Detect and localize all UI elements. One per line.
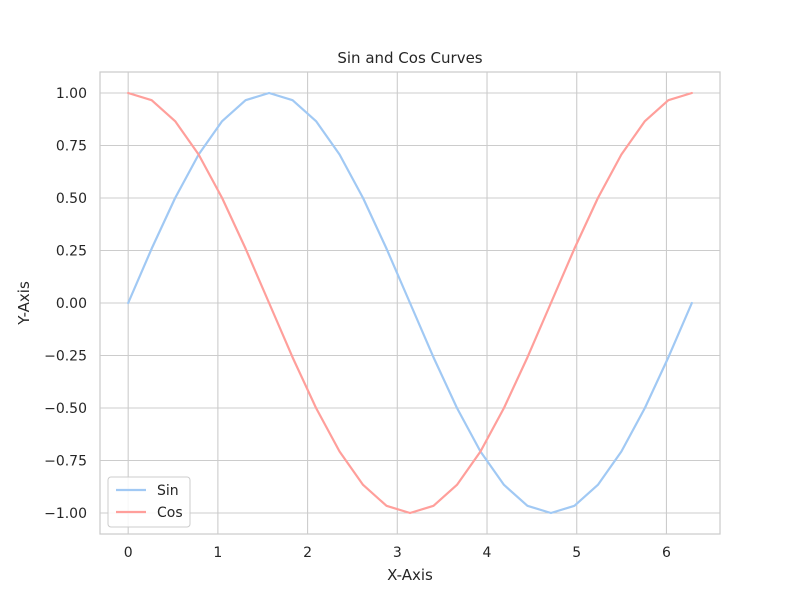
x-tick-label: 6 [662,545,671,561]
y-tick-label: 1.00 [56,86,87,102]
y-tick-label: 0.50 [56,191,87,207]
y-tick-label: 0.00 [56,296,87,312]
y-axis-ticks: 1.00 0.75 0.50 0.25 0.00 −0.25 −0.50 −0.75 −1.00 [44,86,87,522]
plot-area-frame [99,71,721,535]
legend-label-cos: Cos [157,505,183,521]
x-tick-label: 1 [213,545,222,561]
series-line-sin [127,91,693,515]
y-tick-label: 0.75 [56,139,87,155]
x-tick-label: 3 [393,545,402,561]
grid [100,72,720,534]
y-tick-label: −0.25 [44,349,87,365]
x-tick-label: 2 [303,545,312,561]
x-tick-label: 5 [572,545,581,561]
chart-title: Sin and Cos Curves [337,49,482,67]
y-tick-label: −1.00 [44,506,87,522]
y-tick-label: −0.75 [44,454,87,470]
x-axis-title: X-Axis [387,566,433,584]
x-tick-label: 0 [124,545,133,561]
y-tick-label: 0.25 [56,244,87,260]
x-tick-label: 4 [483,545,492,561]
y-axis-title: Y-Axis [15,281,33,326]
x-axis-ticks: 0 1 2 3 4 5 6 [124,545,671,561]
legend: Sin Cos [107,476,191,528]
series-lines [127,91,693,515]
legend-label-sin: Sin [157,483,179,499]
series-line-cos [127,91,693,515]
y-tick-label: −0.50 [44,401,87,417]
